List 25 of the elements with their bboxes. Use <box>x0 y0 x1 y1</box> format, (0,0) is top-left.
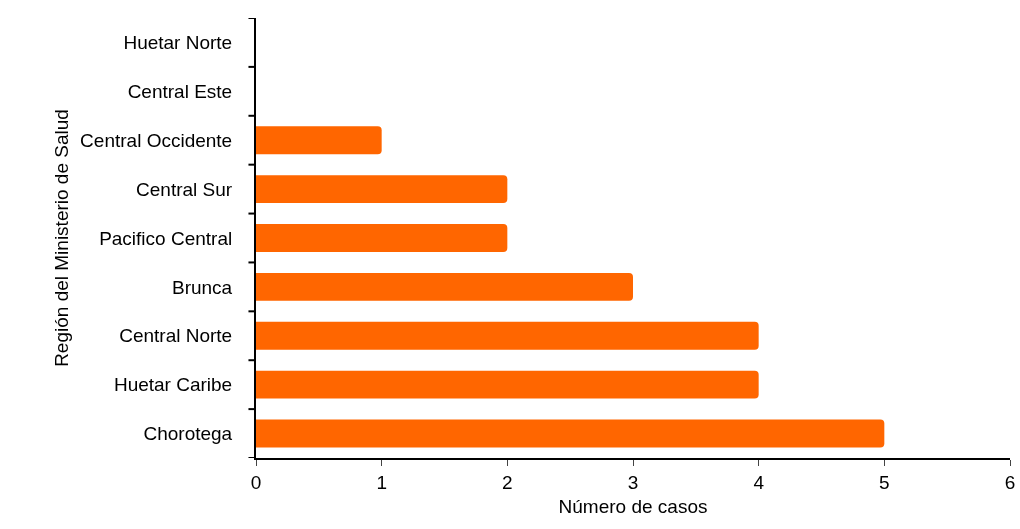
y-tick-label: Central Sur <box>136 178 233 200</box>
x-tick-label: 2 <box>502 471 513 493</box>
bar <box>256 175 508 204</box>
y-tick-label: Chorotega <box>143 423 233 445</box>
x-tick-label: 5 <box>879 471 890 493</box>
x-tick-label: 6 <box>1004 471 1016 493</box>
bar <box>256 321 759 350</box>
x-axis-title: Número de casos <box>558 496 708 518</box>
x-tick-label: 3 <box>627 471 639 493</box>
bar <box>256 126 382 155</box>
y-tick-label: Brunca <box>172 276 233 298</box>
y-tick-label: Central Este <box>127 80 233 102</box>
bar <box>256 370 759 399</box>
bar <box>256 224 508 252</box>
bar <box>256 272 633 301</box>
y-tick-label: Huetar Caribe <box>113 374 233 396</box>
y-tick-label: Central Norte <box>119 325 233 347</box>
y-tick-label: Pacifico Central <box>99 227 233 249</box>
y-axis-title: Región del Ministerio de Salud <box>51 109 73 367</box>
x-tick-label: 1 <box>376 471 387 493</box>
y-tick-label: Central Occidente <box>80 129 233 151</box>
x-tick-label: 4 <box>753 471 765 493</box>
x-tick-label: 0 <box>250 471 262 493</box>
y-tick-label: Huetar Norte <box>123 32 233 54</box>
bar <box>256 419 885 448</box>
